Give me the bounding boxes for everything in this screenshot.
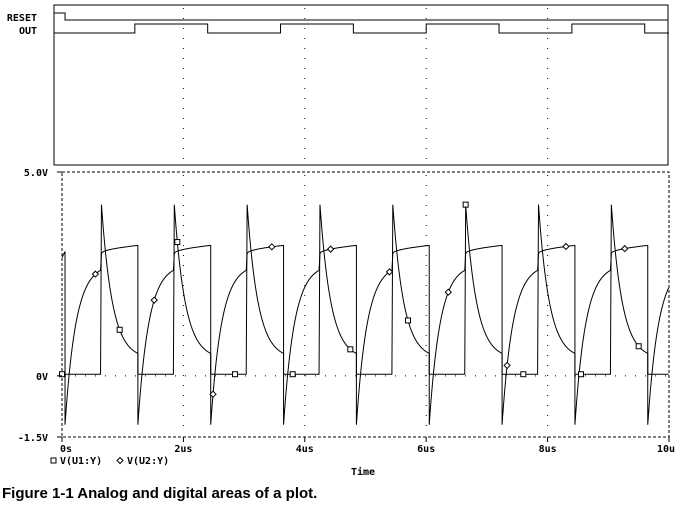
series-1-marker	[116, 326, 123, 333]
series-2-marker	[621, 244, 629, 253]
legend: V(U1:Y) V(U2:Y)	[50, 456, 169, 467]
series-1-marker	[59, 371, 65, 378]
series-v-u1-y	[62, 204, 669, 375]
series-1-marker	[635, 343, 642, 350]
x-tick-label: 8us	[539, 444, 557, 455]
y-tick-label: 5.0V	[24, 168, 48, 179]
series-1-marker	[462, 201, 469, 208]
series-1-marker	[231, 371, 238, 378]
digital-signal-label: OUT	[19, 26, 37, 37]
series-1-marker	[174, 239, 181, 246]
digital-signal-labels: RESET OUT	[7, 13, 37, 37]
digital-signal-reset	[54, 12, 668, 21]
series-v-u2-y	[61, 244, 670, 425]
x-tick-label: 2us	[174, 444, 192, 455]
figure-caption: Figure 1-1 Analog and digital areas of a…	[2, 485, 318, 502]
analog-grid	[65, 175, 666, 434]
series-2-marker	[444, 288, 453, 296]
digital-signals	[54, 12, 669, 34]
x-tick-label: 4us	[296, 444, 314, 455]
series-2-marker	[562, 242, 570, 251]
y-axis-ticks: 5.0V 0V -1.5V	[18, 168, 62, 444]
series-2-marker	[385, 268, 394, 276]
series-1-marker	[520, 371, 527, 378]
analog-series	[61, 204, 670, 425]
series-2-marker	[326, 245, 335, 253]
x-tick-label: 10us	[657, 444, 675, 455]
x-axis-title: Time	[351, 466, 375, 478]
legend-square-marker	[50, 457, 57, 464]
series-2-marker	[150, 296, 158, 304]
series-1-marker	[577, 371, 584, 378]
legend-series-2: V(U2:Y)	[127, 456, 169, 467]
x-tick-label: 0s	[60, 444, 72, 455]
digital-area-frame	[53, 4, 669, 166]
digital-grid	[182, 8, 549, 163]
series-2-marker	[209, 390, 217, 398]
digital-signal-label: RESET	[7, 13, 37, 24]
series-1-marker	[289, 371, 296, 378]
analog-plot-frame	[61, 171, 670, 438]
series-2-marker	[268, 243, 276, 251]
series-2-marker	[91, 270, 100, 278]
legend-series-1: V(U1:Y)	[60, 456, 102, 467]
legend-diamond-marker	[116, 456, 124, 465]
digital-signal-out	[54, 23, 669, 34]
series-1-marker	[404, 317, 411, 324]
analog-markers	[59, 201, 642, 398]
x-tick-label: 6us	[417, 444, 435, 455]
series-2-marker	[503, 361, 511, 370]
series-1-marker	[347, 346, 354, 353]
y-tick-label: -1.5V	[18, 433, 48, 444]
x-axis-ticks: 0s 2us 4us 6us 8us 10us	[60, 437, 675, 455]
y-tick-label: 0V	[36, 372, 48, 383]
